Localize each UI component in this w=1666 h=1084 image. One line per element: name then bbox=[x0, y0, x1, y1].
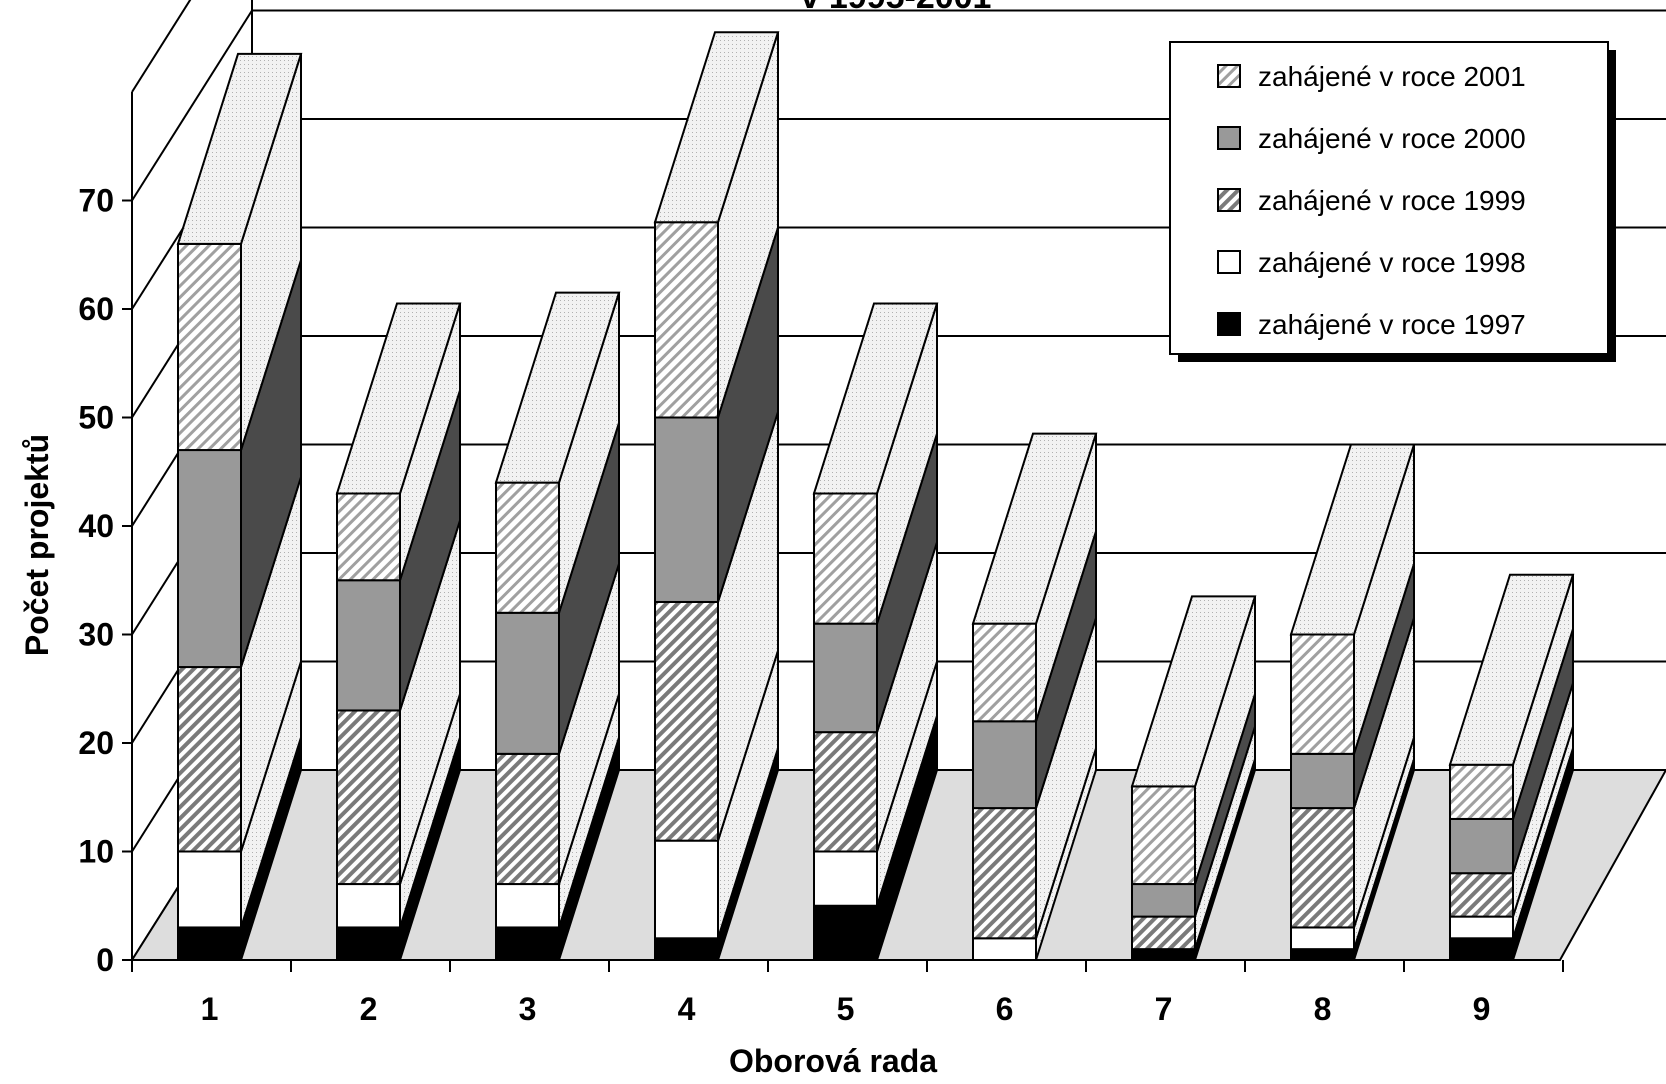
legend-swatch bbox=[1217, 312, 1241, 336]
bar-stack-2 bbox=[335, 302, 462, 962]
y-axis-label: Počet projektů bbox=[19, 434, 55, 656]
bar-segment-1998 bbox=[336, 883, 401, 929]
x-axis-ticks: 1 2 3 4 5 6 7 8 9 bbox=[131, 960, 1564, 1027]
y-tick-label: 30 bbox=[78, 617, 114, 653]
legend-entry: zahájené v roce 2001 bbox=[1258, 61, 1526, 92]
legend-entry: zahájené v roce 1997 bbox=[1258, 309, 1526, 340]
x-axis-label: Oborová rada bbox=[729, 1043, 937, 1079]
bar-segment-2001 bbox=[1290, 633, 1355, 755]
bar-segment-1999 bbox=[1131, 915, 1196, 951]
y-axis-ticks: 0 10 20 30 40 50 60 70 bbox=[78, 183, 132, 978]
legend-entry: zahájené v roce 2000 bbox=[1258, 123, 1526, 154]
bar-segment-1999 bbox=[1449, 872, 1514, 918]
bar-segment-2001 bbox=[495, 481, 560, 614]
bar-stack-6 bbox=[971, 432, 1098, 961]
bar-segment-1998 bbox=[654, 839, 719, 940]
bar-segment-2001 bbox=[1131, 785, 1196, 886]
bar-segment-2001 bbox=[336, 492, 401, 582]
y-tick-label: 70 bbox=[78, 183, 114, 219]
x-tick-label: 3 bbox=[519, 991, 537, 1027]
bar-segment-1997 bbox=[336, 926, 401, 962]
y-tick-label: 10 bbox=[78, 834, 114, 870]
legend-entry: zahájené v roce 1999 bbox=[1258, 185, 1526, 216]
bar-segment-1998 bbox=[1290, 926, 1355, 951]
bar-segment-2000 bbox=[813, 622, 878, 734]
y-tick-label: 0 bbox=[96, 942, 114, 978]
legend-box bbox=[1169, 41, 1609, 355]
y-tick-label: 60 bbox=[78, 291, 114, 327]
bar-segment-2000 bbox=[972, 720, 1037, 810]
bar-stack-9 bbox=[1448, 573, 1575, 961]
bar-top-face bbox=[335, 302, 462, 495]
bar-segment-1997 bbox=[813, 904, 878, 961]
bar-segment-2000 bbox=[495, 611, 560, 755]
y-tick-label: 50 bbox=[78, 400, 114, 436]
x-tick-label: 2 bbox=[360, 991, 378, 1027]
bar-top-face bbox=[971, 432, 1098, 625]
bar-stack-3 bbox=[494, 291, 621, 962]
x-tick-label: 8 bbox=[1314, 991, 1332, 1027]
bar-top-face bbox=[176, 52, 303, 245]
bar-segment-1999 bbox=[177, 666, 242, 853]
x-tick-label: 9 bbox=[1473, 991, 1491, 1027]
bar-stack-5 bbox=[812, 302, 939, 961]
wall-edge bbox=[131, 0, 192, 93]
bar-segment-1999 bbox=[972, 807, 1037, 940]
bar-top-face bbox=[812, 302, 939, 495]
bar-stack-7 bbox=[1130, 595, 1257, 962]
bar-stack-1 bbox=[176, 52, 303, 962]
bars-group bbox=[176, 31, 1575, 962]
bar-top-face bbox=[653, 31, 780, 224]
bar-segment-1997 bbox=[177, 926, 242, 962]
bar-segment-1998 bbox=[177, 850, 242, 929]
bar-segment-1998 bbox=[813, 850, 878, 907]
bar-segment-1999 bbox=[1290, 807, 1355, 929]
y-tick-label: 20 bbox=[78, 725, 114, 761]
bar-segment-2000 bbox=[1290, 752, 1355, 810]
gridline-diagonal bbox=[131, 9, 253, 202]
bar-segment-1997 bbox=[1449, 937, 1514, 961]
bar-segment-1997 bbox=[1290, 948, 1355, 962]
bar-segment-1998 bbox=[1449, 915, 1514, 940]
bar-segment-2000 bbox=[1131, 883, 1196, 918]
legend-swatch bbox=[1217, 64, 1241, 88]
bar-segment-1997 bbox=[654, 937, 719, 961]
bar-segment-2001 bbox=[813, 492, 878, 625]
bar-segment-2000 bbox=[1449, 817, 1514, 875]
chart-title: v 1995-2001 bbox=[801, 0, 992, 16]
bar-segment-1999 bbox=[654, 600, 719, 842]
bar-segment-2001 bbox=[972, 622, 1037, 723]
x-tick-label: 7 bbox=[1155, 991, 1173, 1027]
bar-segment-2000 bbox=[654, 416, 719, 603]
legend: zahájené v roce 2001 zahájené v roce 2000… bbox=[1169, 41, 1616, 362]
bar-segment-1999 bbox=[495, 752, 560, 886]
bar-top-face bbox=[1448, 573, 1575, 766]
x-tick-label: 1 bbox=[201, 991, 219, 1027]
x-tick-label: 6 bbox=[996, 991, 1014, 1027]
legend-entry: zahájené v roce 1998 bbox=[1258, 247, 1526, 278]
bar-segment-2001 bbox=[654, 221, 719, 419]
x-tick-label: 4 bbox=[678, 991, 696, 1027]
bar-segment-1999 bbox=[813, 731, 878, 853]
bar-top-face bbox=[1289, 443, 1416, 636]
bar-segment-1998 bbox=[495, 883, 560, 929]
bar-segment-1998 bbox=[972, 937, 1037, 961]
bar-segment-1997 bbox=[495, 926, 560, 962]
bar-segment-1999 bbox=[336, 709, 401, 886]
bar-stack-4 bbox=[653, 31, 780, 961]
legend-swatch bbox=[1217, 126, 1241, 150]
legend-swatch bbox=[1217, 188, 1241, 212]
bar-segment-2000 bbox=[177, 449, 242, 669]
x-tick-label: 5 bbox=[837, 991, 855, 1027]
bar-stack-8 bbox=[1289, 443, 1416, 962]
bar-segment-2000 bbox=[336, 579, 401, 712]
bar-top-face bbox=[494, 291, 621, 484]
bar-segment-2001 bbox=[1449, 763, 1514, 820]
bar-segment-2001 bbox=[177, 242, 242, 452]
y-tick-label: 40 bbox=[78, 508, 114, 544]
legend-swatch bbox=[1217, 250, 1241, 274]
bar-segment-1997 bbox=[1131, 948, 1196, 962]
bar-top-face bbox=[1130, 595, 1257, 788]
